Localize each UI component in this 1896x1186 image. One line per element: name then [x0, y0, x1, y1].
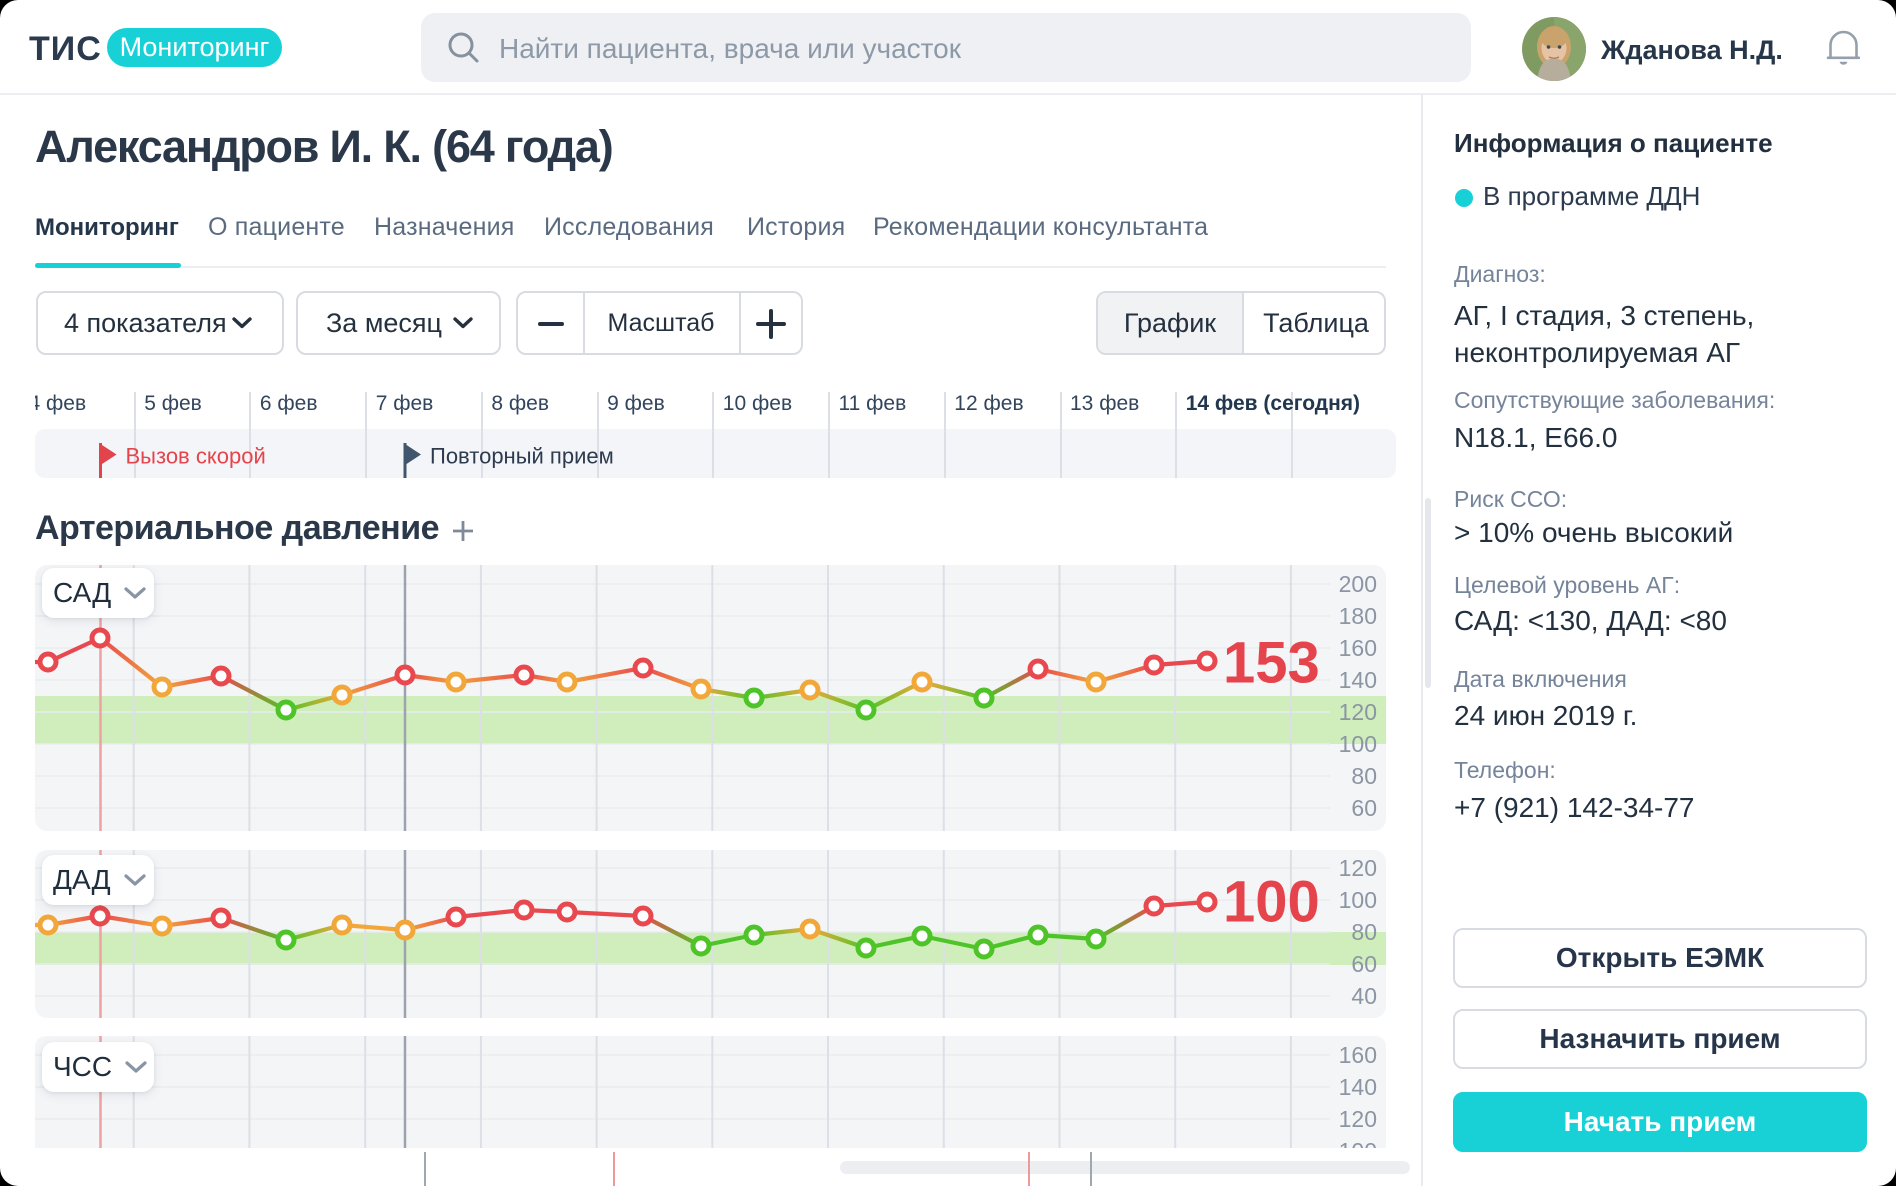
svg-text:80: 80	[1351, 919, 1377, 945]
svg-text:140: 140	[1339, 1074, 1377, 1100]
svg-text:153: 153	[1223, 631, 1320, 696]
svg-text:160: 160	[1339, 635, 1377, 661]
svg-text:120: 120	[1339, 699, 1377, 725]
svg-text:100: 100	[1223, 870, 1320, 935]
svg-text:200: 200	[1339, 571, 1377, 597]
svg-text:120: 120	[1339, 855, 1377, 881]
svg-text:Повторный прием: Повторный прием	[430, 444, 614, 469]
svg-text:60: 60	[1351, 951, 1377, 977]
svg-text:120: 120	[1339, 1106, 1377, 1132]
svg-text:160: 160	[1339, 1042, 1377, 1068]
svg-text:100: 100	[1339, 731, 1377, 757]
svg-text:100: 100	[1339, 887, 1377, 913]
svg-text:140: 140	[1339, 667, 1377, 693]
svg-text:60: 60	[1351, 795, 1377, 821]
svg-text:180: 180	[1339, 603, 1377, 629]
svg-text:100: 100	[1339, 1138, 1377, 1148]
svg-text:Вызов скорой: Вызов скорой	[126, 444, 266, 469]
svg-text:80: 80	[1351, 763, 1377, 789]
svg-text:40: 40	[1351, 983, 1377, 1009]
